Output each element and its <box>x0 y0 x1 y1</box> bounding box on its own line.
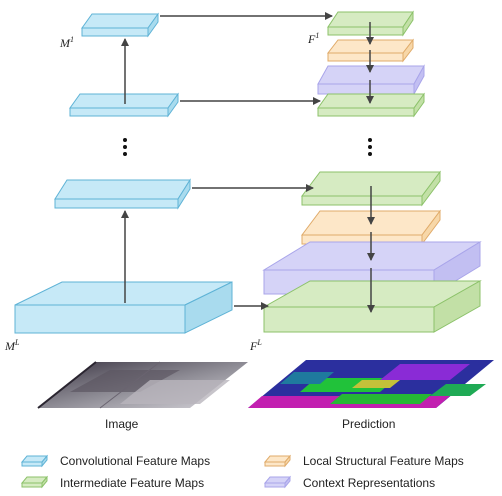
label-mL: ML <box>4 338 20 353</box>
svg-text:Convolutional Feature Maps: Convolutional Feature Maps <box>60 454 210 468</box>
inter-map-3 <box>301 170 441 207</box>
caption-prediction: Prediction <box>342 417 395 431</box>
conv-map-2 <box>69 92 179 118</box>
label-fL: FL <box>249 338 262 353</box>
ellipsis-left <box>123 138 127 156</box>
legend-item-context: Context Representations <box>263 475 435 490</box>
label-m1: M1 <box>59 35 74 50</box>
inter-map-1 <box>327 10 414 37</box>
inter-map-L <box>262 280 482 333</box>
legend-item-inter: Intermediate Feature Maps <box>20 475 204 490</box>
caption-image: Image <box>105 417 139 431</box>
inter-map-2 <box>317 92 425 118</box>
legend-item-conv: Convolutional Feature Maps <box>20 454 210 468</box>
conv-map-3 <box>54 178 191 210</box>
conv-map-L <box>14 281 233 334</box>
legend-item-local: Local Structural Feature Maps <box>263 454 464 468</box>
label-f1: F1 <box>307 31 319 46</box>
conv-map-1 <box>81 12 159 38</box>
context-map-1 <box>317 64 425 96</box>
prediction-map <box>248 360 494 408</box>
ellipsis-right <box>368 138 372 156</box>
legend: Convolutional Feature Maps Local Structu… <box>20 454 464 490</box>
svg-text:Intermediate Feature Maps: Intermediate Feature Maps <box>60 476 204 490</box>
local-map-1 <box>326 38 415 63</box>
svg-text:Context Representations: Context Representations <box>303 476 435 490</box>
input-image <box>37 361 248 409</box>
svg-text:Local Structural Feature Maps: Local Structural Feature Maps <box>303 454 464 468</box>
